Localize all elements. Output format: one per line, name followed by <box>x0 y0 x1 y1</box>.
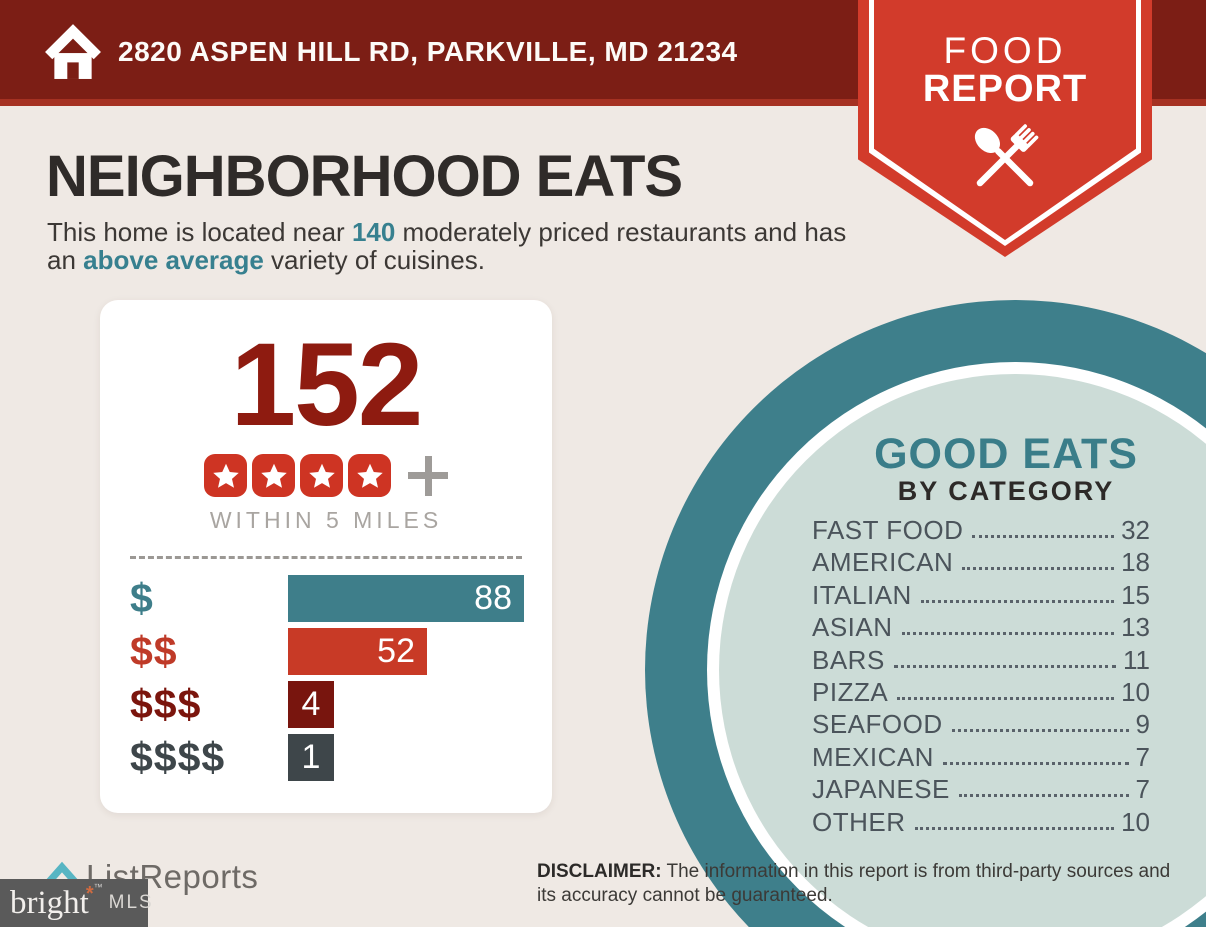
good-eats-circle-fill <box>719 374 1206 927</box>
price-bar-value: 1 <box>301 738 321 776</box>
page-title: NEIGHBORHOOD EATS <box>46 144 683 209</box>
plus-icon <box>408 455 448 496</box>
dotted-leader <box>972 535 1115 538</box>
roof-icon <box>44 861 80 887</box>
dotted-leader <box>920 599 1115 603</box>
category-label: FAST FOOD <box>812 515 964 545</box>
bright-trademark: ™ <box>93 882 103 892</box>
star-icon <box>252 454 295 497</box>
price-bar: 1 <box>288 734 334 781</box>
category-row: ITALIAN 15 <box>812 582 1150 608</box>
intro-part2: moderately priced restaurants and has an <box>47 217 847 275</box>
dashed-divider <box>130 556 522 559</box>
mls-wordmark: MLS <box>108 892 154 913</box>
dotted-leader <box>897 696 1115 700</box>
category-value: 7 <box>1135 741 1150 772</box>
price-tier-label: $$$$ <box>130 734 226 780</box>
category-row: FAST FOOD 32 <box>812 517 1150 543</box>
dotted-leader <box>958 794 1129 798</box>
disclaimer-text: The information in this report is from t… <box>537 861 1171 906</box>
disclaimer-label: DISCLAIMER: <box>537 861 662 882</box>
price-bar-value: 88 <box>474 579 512 617</box>
star-rating-row <box>100 454 552 497</box>
intro-part1: This home is located near <box>47 217 352 247</box>
good-eats-title: GOOD EATS <box>874 430 1138 478</box>
category-row: ASIAN 13 <box>812 614 1150 640</box>
category-label: MEXICAN <box>812 741 934 772</box>
price-tier-label: $$$ <box>130 681 202 727</box>
category-value: 18 <box>1121 547 1150 578</box>
header-accent-strip <box>0 99 1206 106</box>
home-icon <box>45 24 101 79</box>
price-bar-row: $$$$ 1 <box>130 734 552 781</box>
bright-wordmark: bright <box>10 884 89 921</box>
good-eats-subtitle: BY CATEGORY <box>897 476 1115 506</box>
radius-label: WITHIN 5 MILES <box>209 507 443 533</box>
category-row: OTHER 10 <box>812 809 1150 835</box>
dotted-leader <box>901 632 1115 636</box>
category-label: SEAFOOD <box>812 709 943 740</box>
category-row: SEAFOOD 9 <box>812 711 1150 737</box>
ribbon-title-line1: FOOD <box>943 30 1067 71</box>
category-row: AMERICAN 18 <box>812 549 1150 575</box>
category-value: 15 <box>1121 579 1150 610</box>
price-bar-value: 52 <box>377 632 415 670</box>
stats-card: 152 WITHIN 5 MILES $88 $$ 52 $$$ 4 $$$$ 1 <box>100 300 552 813</box>
star-icon <box>348 454 391 497</box>
dotted-leader <box>914 826 1115 830</box>
star-icon <box>300 454 343 497</box>
dotted-leader <box>893 664 1116 668</box>
price-bar-value: 4 <box>301 685 321 723</box>
food-report-ribbon: FOOD REPORT <box>858 0 1152 257</box>
category-label: OTHER <box>812 806 906 837</box>
category-value: 10 <box>1121 806 1150 837</box>
total-restaurant-count: 152 <box>230 319 424 451</box>
price-bar: 88 <box>288 575 524 622</box>
star-icon <box>204 454 247 497</box>
category-label: ITALIAN <box>812 579 912 610</box>
dotted-leader <box>942 761 1129 765</box>
restaurant-count: 140 <box>351 217 396 247</box>
intro-part3: variety of cuisines. <box>263 245 485 275</box>
category-value: 32 <box>1121 515 1150 545</box>
category-value: 10 <box>1121 676 1150 707</box>
bright-mls-logo: bright * ™ MLS <box>0 879 152 927</box>
category-label: ASIAN <box>812 612 893 643</box>
dotted-leader <box>951 729 1129 733</box>
property-address: 2820 ASPEN HILL RD, PARKVILLE, MD 21234 <box>118 36 738 67</box>
price-tier-label: $ <box>130 575 154 621</box>
category-label: BARS <box>812 644 885 675</box>
category-value: 9 <box>1135 709 1150 740</box>
price-tier-chart: $88 $$ 52 $$$ 4 $$$$ 1 <box>100 575 552 781</box>
price-bar-row: $$ 52 <box>130 628 552 675</box>
intro-highlight: above average <box>83 245 264 275</box>
category-row: PIZZA 10 <box>812 679 1150 705</box>
category-value: 13 <box>1121 612 1150 643</box>
price-bar: 52 <box>288 628 427 675</box>
category-list: FAST FOOD 32 AMERICAN 18 ITALIAN 15 ASIAN 13 BAR… <box>812 517 1150 841</box>
price-bar-row: $88 <box>130 575 552 622</box>
category-row: JAPANESE 7 <box>812 776 1150 802</box>
category-value: 7 <box>1135 774 1150 805</box>
category-label: PIZZA <box>812 676 889 707</box>
good-eats-circle <box>645 300 1206 927</box>
category-row: MEXICAN 7 <box>812 744 1150 770</box>
category-label: AMERICAN <box>812 547 954 578</box>
price-bar: 4 <box>288 681 334 728</box>
disclaimer: DISCLAIMER: The information in this repo… <box>537 860 1185 908</box>
ribbon-title-line2: REPORT <box>922 68 1088 110</box>
price-bar-row: $$$ 4 <box>130 681 552 728</box>
bright-asterisk-icon: * <box>85 882 94 905</box>
category-row: BARS 11 <box>812 647 1150 673</box>
category-value: 11 <box>1123 644 1150 675</box>
intro-paragraph: This home is located near 140 moderately… <box>47 218 867 274</box>
price-tier-label: $$ <box>130 628 178 674</box>
dotted-leader <box>962 567 1115 571</box>
category-label: JAPANESE <box>812 774 950 805</box>
spoon-fork-icon <box>974 124 1039 187</box>
